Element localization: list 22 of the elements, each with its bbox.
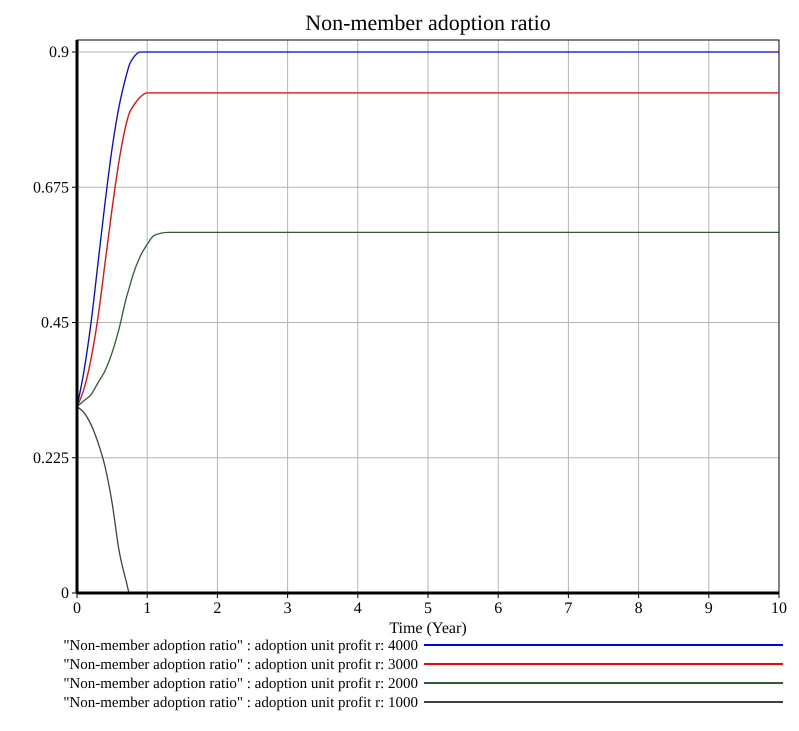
x-tick-label: 2 <box>213 600 222 617</box>
chart-title: Non-member adoption ratio <box>305 10 551 35</box>
x-tick-label: 10 <box>771 600 787 617</box>
legend-label: "Non-member adoption ratio" : adoption unit profit r: 4000 <box>63 638 418 654</box>
x-tick-label: 1 <box>143 600 152 617</box>
legend-label: "Non-member adoption ratio" : adoption unit profit r: 2000 <box>63 676 418 692</box>
y-tick-label: 0.225 <box>33 450 69 467</box>
x-tick-label: 9 <box>704 600 713 617</box>
legend-label: "Non-member adoption ratio" : adoption unit profit r: 3000 <box>63 657 418 673</box>
y-tick-label: 0.45 <box>41 314 69 332</box>
x-tick-label: 6 <box>494 600 502 617</box>
x-tick-label: 4 <box>354 600 362 617</box>
y-tick-label: 0 <box>61 585 69 602</box>
legend-label: "Non-member adoption ratio" : adoption unit profit r: 1000 <box>63 695 418 711</box>
y-tick-label: 0.675 <box>33 179 69 196</box>
x-tick-label: 0 <box>73 600 81 617</box>
x-tick-label: 8 <box>634 600 643 617</box>
x-tick-label: 7 <box>564 600 572 617</box>
x-tick-label: 3 <box>284 600 292 617</box>
x-axis-title: Time (Year) <box>389 620 467 637</box>
y-tick-label: 0.9 <box>49 44 69 62</box>
x-tick-label: 5 <box>424 600 432 617</box>
